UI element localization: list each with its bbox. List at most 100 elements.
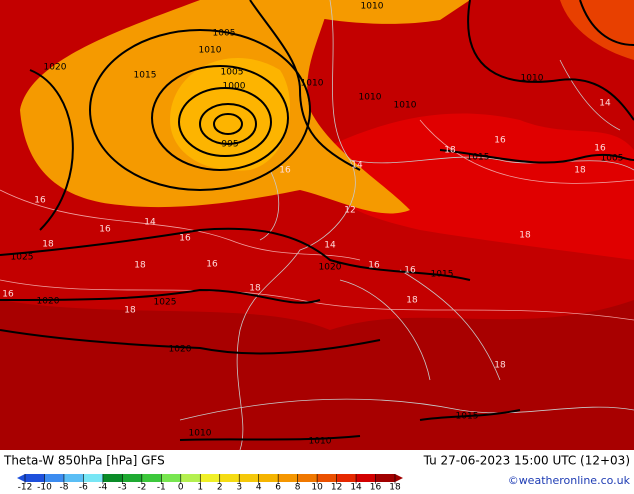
theta-label: 16: [2, 290, 14, 300]
color-swatch: [141, 474, 162, 482]
color-swatch: [317, 474, 337, 482]
isobar-label: 1010: [189, 429, 212, 439]
isobar-label: 1020: [169, 345, 192, 355]
theta-label: 14: [144, 218, 156, 228]
theta-label: 18: [42, 240, 54, 250]
theta-label: 16: [34, 196, 46, 206]
cool-region: [250, 0, 470, 24]
color-swatch: [297, 474, 318, 482]
theta-label: 14: [599, 99, 611, 109]
colorbar-arrow: [17, 474, 25, 482]
color-swatch: [219, 474, 240, 482]
color-swatch: [25, 474, 45, 482]
theta-label: 14: [351, 161, 363, 171]
color-swatch: [180, 474, 201, 482]
theta-label: 18: [406, 296, 418, 306]
isobar-label: 1005: [213, 29, 236, 39]
colorbar-tick-label: -6: [79, 483, 88, 491]
color-swatch: [161, 474, 181, 482]
isobar-label: 1010: [309, 437, 332, 447]
theta-label: 16: [99, 225, 111, 235]
theta-label: 16: [594, 144, 606, 154]
theta-label: 18: [249, 284, 261, 294]
theta-contours: [0, 119, 634, 321]
color-swatch: [356, 474, 376, 482]
footer: Theta-W 850hPa [hPa] GFS Tu 27-06-2023 1…: [3, 454, 631, 493]
isobar-label: 1020: [44, 63, 67, 73]
color-swatch: [83, 474, 103, 482]
theta-label: 18: [444, 146, 456, 156]
colorbar-tick-label: 0: [178, 483, 184, 491]
theta-label: 16: [494, 136, 506, 146]
color-swatch: [258, 474, 279, 482]
colorbar-tick-label: 3: [236, 483, 242, 491]
isobars: [0, 0, 634, 441]
theta-label: 12: [344, 206, 355, 216]
colorbar-tick-label: -8: [59, 483, 68, 491]
isobar-label: 1025: [11, 253, 34, 263]
colorbar-tick-label: -1: [157, 483, 166, 491]
colorbar-tick-label: 18: [389, 483, 401, 491]
theta-label: 16: [179, 234, 191, 244]
color-swatch: [102, 474, 123, 482]
credit: ©weatheronline.co.uk: [508, 474, 631, 487]
colorbar-tick-label: -4: [98, 483, 107, 491]
theta-label: 18: [574, 166, 586, 176]
colorbar-tick-label: 16: [370, 483, 382, 491]
colorbar-tick-label: 10: [311, 483, 323, 491]
color-swatch: [63, 474, 84, 482]
theta-label: 16: [206, 260, 218, 270]
map-datetime: Tu 27-06-2023 15:00 UTC (12+03): [423, 454, 630, 468]
colorbar-tick-label: 14: [350, 483, 362, 491]
isobar-label: 1015: [467, 153, 490, 163]
colorbar: -12 -10 -8 -6 -4 -3 -2 -1 0 1 2 3 4 6 8 10 12 14 16 18: [17, 474, 403, 493]
isobar-label: 1000: [223, 82, 246, 92]
isobar-label: 995: [221, 140, 238, 150]
colorbar-tick-label: 8: [295, 483, 301, 491]
isobar-label: 1010: [361, 2, 384, 12]
colorbar-tick-label: -2: [137, 483, 146, 491]
colorbar-tick-label: -12: [18, 483, 33, 491]
colorbar-tick-label: 12: [331, 483, 342, 491]
color-swatch: [239, 474, 259, 482]
isobar-label: 1015: [134, 71, 157, 81]
isobar-label: 1010: [359, 93, 382, 103]
colorbar-tick-label: 1: [197, 483, 203, 491]
color-swatch: [200, 474, 220, 482]
colorbar-arrow: [395, 474, 403, 482]
theta-label: 18: [124, 306, 136, 316]
theta-label: 18: [494, 361, 506, 371]
theta-label: 14: [324, 241, 336, 251]
theta-label: 16: [404, 266, 416, 276]
isobar-label: 1020: [37, 297, 60, 307]
isobar-label: 1010: [394, 101, 417, 111]
theta-label: 18: [134, 261, 146, 271]
isobar-label: 1015: [431, 270, 454, 280]
color-swatch: [336, 474, 357, 482]
color-swatch: [122, 474, 142, 482]
theta-label: 16: [368, 261, 380, 271]
isobar-label: 1010: [199, 46, 222, 56]
color-swatch: [44, 474, 64, 482]
isobar-label: 1025: [154, 298, 177, 308]
colorbar-tick-label: 6: [275, 483, 281, 491]
isobar-label: 1010: [521, 74, 544, 84]
theta-label: 18: [519, 231, 531, 241]
isobar-label: 1015: [456, 412, 479, 422]
theta-label: 16: [279, 166, 291, 176]
map-title: Theta-W 850hPa [hPa] GFS: [3, 454, 165, 468]
isobar-label: 1005: [221, 68, 244, 78]
colorbar-tick-label: -10: [37, 483, 52, 491]
map-labels: 1010 1005 1010 1015 1020 1005 1000 995 1010 1010 1…: [2, 2, 623, 447]
coastlines: [179, 0, 634, 451]
color-swatch: [278, 474, 298, 482]
region: [300, 113, 634, 260]
map: 1010 1005 1010 1015 1020 1005 1000 995 1010 1010 1…: [0, 0, 634, 451]
warm-south: [0, 300, 634, 450]
isobar-label: 1005: [601, 154, 624, 164]
isobar-label: 1020: [319, 263, 342, 273]
colorbar-tick-label: -3: [118, 483, 127, 491]
color-swatch: [375, 474, 395, 482]
colorbar-tick-label: 2: [217, 483, 223, 491]
